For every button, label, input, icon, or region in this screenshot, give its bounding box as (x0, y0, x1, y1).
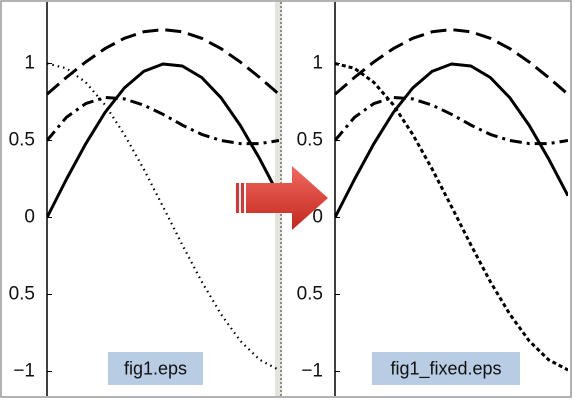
series-line (47, 62, 279, 219)
y-tick-label: 0 (312, 207, 323, 228)
y-tick-label: 1 (312, 53, 323, 74)
series-line (47, 28, 279, 96)
caption: fig1_fixed.eps (390, 358, 501, 379)
series-line (335, 62, 568, 372)
y-tick-label: −1 (13, 361, 35, 382)
y-tick-label: −1 (301, 361, 323, 382)
plot-lines (335, 28, 568, 372)
panel-left: 1 0.5 0 0.5 −1 fig1.eps (9, 2, 279, 396)
y-tick-label: 0.5 (297, 130, 323, 151)
y-tick-label: 0.5 (9, 284, 35, 305)
y-tick-label: 0.5 (9, 130, 35, 151)
arrow (236, 166, 328, 230)
plot-lines (47, 28, 279, 371)
y-tick-label: 0.5 (297, 284, 323, 305)
series-line (47, 95, 279, 146)
y-tick-label: 1 (24, 53, 35, 74)
panel-right: 1 0.5 0 0.5 −1 fig1_fixed.eps (297, 2, 568, 396)
series-line (335, 62, 568, 219)
caption-box (108, 352, 203, 385)
caption-box (372, 352, 520, 385)
y-tick-label: 0 (24, 207, 35, 228)
series-line (335, 95, 568, 146)
series-line (335, 28, 568, 96)
caption: fig1.eps (124, 358, 187, 378)
